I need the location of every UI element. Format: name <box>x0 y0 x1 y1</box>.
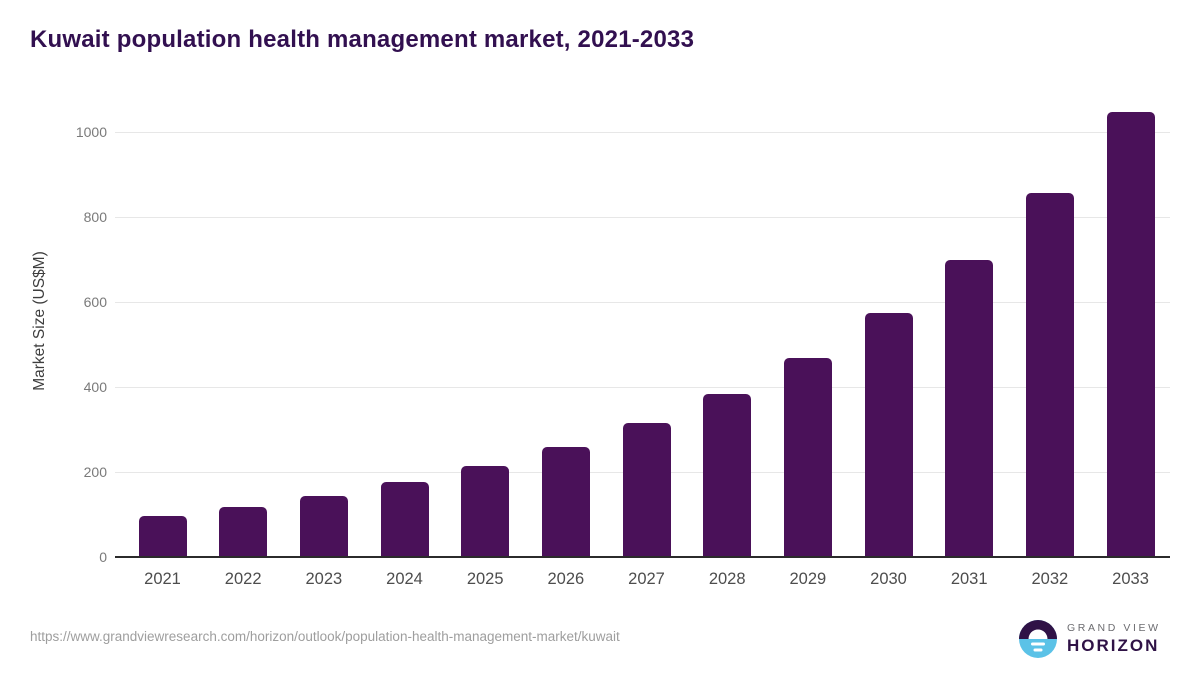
x-tick-label-2024: 2024 <box>386 570 423 588</box>
x-tick-label-2031: 2031 <box>950 570 988 588</box>
x-tick-label-2032: 2032 <box>1031 570 1069 588</box>
logo-text: GRAND VIEW HORIZON <box>1067 622 1161 656</box>
bar-2033 <box>1106 112 1155 557</box>
gridline-400 <box>115 387 1170 388</box>
y-tick-label-400: 400 <box>83 379 107 395</box>
bar-2025 <box>461 466 510 557</box>
x-tick-label-2023: 2023 <box>305 570 343 588</box>
y-tick-label-0: 0 <box>99 549 107 565</box>
bar-2026 <box>541 447 590 557</box>
grand-view-horizon-logo: GRAND VIEW HORIZON <box>1019 620 1161 658</box>
bar-2023 <box>299 496 348 557</box>
x-tick-label-2030: 2030 <box>870 570 907 588</box>
source-url: https://www.grandviewresearch.com/horizo… <box>30 629 620 644</box>
logo-text-horizon: HORIZON <box>1067 636 1160 655</box>
bar-2032 <box>1025 193 1074 557</box>
x-tick-label-2025: 2025 <box>466 570 504 588</box>
chart-title: Kuwait population health management mark… <box>30 26 695 53</box>
x-tick-label-2022: 2022 <box>224 570 262 588</box>
y-tick-label-1000: 1000 <box>75 124 107 140</box>
gridline-800 <box>115 217 1170 218</box>
gridline-600 <box>115 302 1170 303</box>
bar-2030 <box>864 312 913 557</box>
y-tick-label-800: 800 <box>83 209 107 225</box>
x-axis-line <box>115 556 1170 558</box>
x-tick-label-2026: 2026 <box>547 570 585 588</box>
bar-2027 <box>622 423 671 557</box>
logo-text-grand-view: GRAND VIEW <box>1067 622 1161 634</box>
grand-view-horizon-logo-icon <box>1019 620 1057 658</box>
bar-2031 <box>945 259 994 557</box>
x-tick-label-2028: 2028 <box>708 570 746 588</box>
bar-2022 <box>219 506 268 557</box>
x-tick-label-2021: 2021 <box>144 570 181 588</box>
bar-2024 <box>380 482 429 557</box>
x-tick-label-2033: 2033 <box>1112 570 1149 588</box>
bar-2028 <box>703 393 752 557</box>
gridline-1000 <box>115 132 1170 133</box>
y-tick-label-200: 200 <box>83 464 107 480</box>
y-tick-label-600: 600 <box>83 294 107 310</box>
x-tick-label-2027: 2027 <box>628 570 665 588</box>
x-tick-label-2029: 2029 <box>789 570 827 588</box>
bar-2021 <box>138 515 187 557</box>
bar-2029 <box>783 357 832 557</box>
